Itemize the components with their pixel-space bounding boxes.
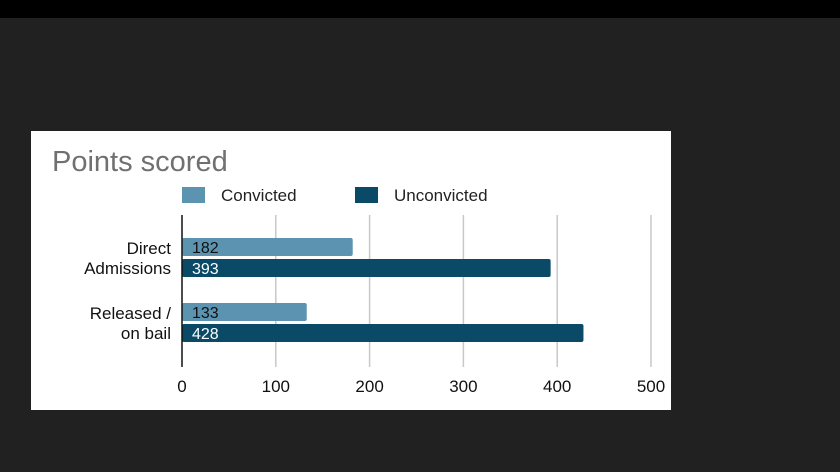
- legend-label-1: Unconvicted: [394, 186, 488, 205]
- x-tick-label-1: 100: [262, 377, 290, 396]
- bar-1-1: [182, 324, 584, 342]
- x-tick-labels: 0 100 200 300 400 500: [177, 377, 665, 396]
- category-labels: Direct Admissions Released / on bail: [84, 239, 171, 343]
- data-label-0-1: 393: [192, 261, 219, 278]
- bar-0-1: [182, 259, 551, 277]
- category-label-1: Released / on bail: [90, 304, 172, 343]
- data-label-1-1: 428: [192, 326, 219, 343]
- gridlines: [275, 215, 652, 367]
- x-tick-label-5: 500: [637, 377, 665, 396]
- top-bar: [0, 0, 840, 18]
- x-tick-label-0: 0: [177, 377, 186, 396]
- category-label-0: Direct Admissions: [84, 239, 171, 278]
- bars: 182 393 133 428: [181, 215, 584, 367]
- chart-card: Points scored Convicted Unconvicted 182 39…: [31, 131, 671, 410]
- legend: Convicted Unconvicted: [182, 186, 488, 205]
- bar-1-0: [182, 303, 307, 321]
- x-tick-label-4: 400: [543, 377, 571, 396]
- chart-title: Points scored: [52, 146, 228, 178]
- legend-swatch-0: [182, 187, 205, 203]
- legend-swatch-1: [355, 187, 378, 203]
- data-label-1-0: 133: [192, 305, 219, 322]
- data-label-0-0: 182: [192, 240, 219, 257]
- legend-label-0: Convicted: [221, 186, 297, 205]
- x-tick-label-2: 200: [355, 377, 383, 396]
- bar-0-0: [182, 238, 353, 256]
- x-tick-label-3: 300: [449, 377, 477, 396]
- bar-chart: Points scored Convicted Unconvicted 182 39…: [52, 146, 665, 396]
